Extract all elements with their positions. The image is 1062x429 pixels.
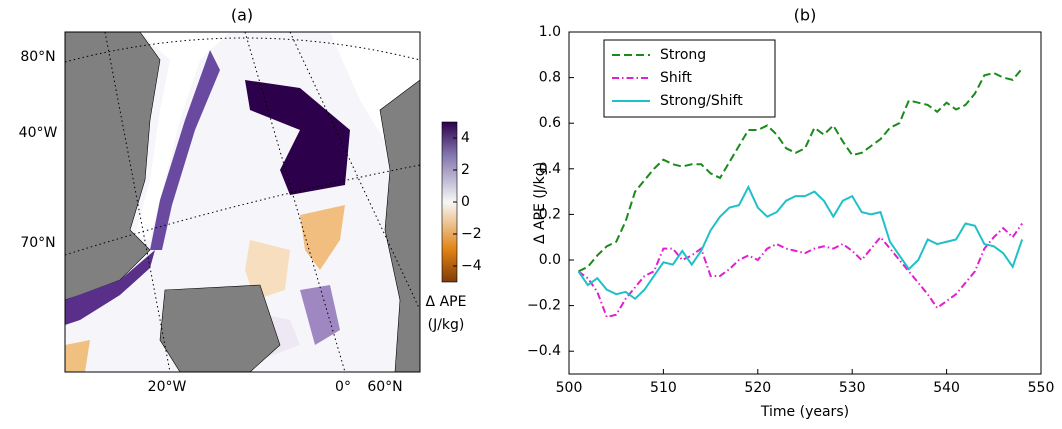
x-tick-label: 550: [1028, 380, 1055, 396]
lat-label: 60°N: [367, 379, 402, 395]
lon-label: 20°W: [148, 379, 187, 395]
lon-label: 0°: [335, 379, 351, 395]
series-line: [577, 222, 1023, 319]
x-tick-label: 500: [556, 380, 583, 396]
legend-label: Strong/Shift: [660, 93, 743, 109]
colorbar-label: (J/kg): [428, 317, 465, 333]
series-line: [578, 67, 1023, 273]
panel-title: (a): [231, 6, 253, 25]
x-tick-label: 520: [744, 380, 771, 396]
y-axis-label: Δ APE (J/kg): [532, 162, 548, 244]
x-tick-label: 530: [839, 380, 866, 396]
legend-label: Strong: [660, 47, 706, 63]
map: [65, 32, 420, 372]
map-frame: [64, 31, 421, 373]
colorbar-tick-label: −2: [461, 226, 482, 242]
y-tick-label: −0.4: [527, 343, 561, 359]
y-tick-label: −0.2: [527, 298, 561, 314]
y-tick-label: 0.2: [539, 206, 561, 222]
y-tick-label: 0.6: [539, 115, 561, 131]
plot-frame: [568, 31, 1042, 375]
x-axis-label: Time (years): [760, 404, 849, 420]
x-tick-label: 510: [650, 380, 677, 396]
colorbar-tick-label: 2: [461, 162, 470, 178]
x-tick-label: 540: [933, 380, 960, 396]
colorbar-tick-label: −4: [461, 258, 482, 274]
colorbar-label: Δ APE: [426, 294, 467, 310]
lon-label: 40°W: [19, 125, 58, 141]
y-tick-label: 0.4: [539, 161, 561, 177]
lat-label: 80°N: [20, 49, 55, 65]
legend-label: Shift: [660, 70, 692, 86]
colorbar-tick-label: 0: [461, 194, 470, 210]
panel-title: (b): [794, 6, 817, 25]
colorbar-tick-label: 4: [461, 130, 470, 146]
y-tick-label: 1.0: [539, 24, 561, 40]
series-line: [577, 184, 1024, 301]
y-tick-label: 0.8: [539, 70, 561, 86]
y-tick-label: 0.0: [539, 252, 561, 268]
lat-label: 70°N: [20, 235, 55, 251]
